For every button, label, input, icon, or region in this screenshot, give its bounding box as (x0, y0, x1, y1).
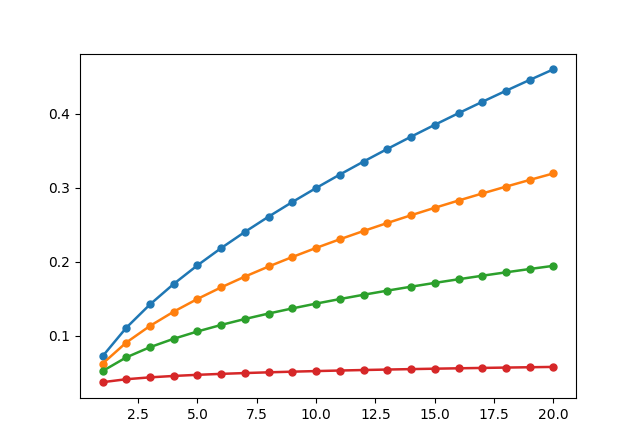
$\lambda = 1.2$ (170, 336, 177, 342)
$\lambda = 1.8$ (289, 369, 296, 374)
$\lambda = 0.1$ (383, 146, 391, 152)
$\lambda = 0.7$ (265, 264, 273, 269)
$\lambda = 1.8$ (194, 372, 202, 378)
$\lambda = 0.1$ (312, 186, 320, 191)
$\lambda = 0.7$ (550, 171, 557, 176)
$\lambda = 1.2$ (526, 266, 534, 272)
$\lambda = 0.7$ (241, 274, 249, 279)
$\lambda = 1.8$ (99, 380, 106, 385)
$\lambda = 0.1$ (431, 122, 438, 127)
$\lambda = 1.2$ (431, 280, 438, 286)
$\lambda = 1.2$ (360, 292, 367, 297)
$\lambda = 1.8$ (454, 366, 462, 371)
$\lambda = 0.7$ (122, 340, 130, 345)
$\lambda = 1.2$ (312, 301, 320, 306)
$\lambda = 0.1$ (122, 325, 130, 330)
Line: $\lambda = 1.2$: $\lambda = 1.2$ (99, 262, 557, 375)
$\lambda = 0.7$ (454, 198, 462, 203)
$\lambda = 0.7$ (479, 191, 486, 196)
$\lambda = 0.1$ (265, 214, 273, 219)
$\lambda = 1.2$ (218, 322, 225, 328)
$\lambda = 0.1$ (454, 110, 462, 116)
$\lambda = 0.1$ (502, 88, 510, 93)
Line: $\lambda = 1.8$: $\lambda = 1.8$ (99, 363, 557, 386)
$\lambda = 0.7$ (218, 285, 225, 290)
$\lambda = 0.1$ (407, 134, 415, 139)
$\lambda = 1.2$ (241, 316, 249, 322)
$\lambda = 0.7$ (407, 213, 415, 218)
$\lambda = 1.2$ (265, 311, 273, 316)
$\lambda = 0.7$ (502, 184, 510, 189)
$\lambda = 1.8$ (550, 364, 557, 370)
$\lambda = 1.2$ (336, 296, 344, 302)
$\lambda = 0.1$ (336, 172, 344, 177)
$\lambda = 0.7$ (383, 220, 391, 226)
$\lambda = 1.8$ (312, 368, 320, 374)
$\lambda = 1.2$ (383, 288, 391, 293)
$\lambda = 0.1$ (241, 229, 249, 235)
$\lambda = 1.8$ (170, 373, 177, 379)
$\lambda = 0.1$ (289, 199, 296, 205)
$\lambda = 0.1$ (550, 67, 557, 72)
$\lambda = 0.7$ (99, 361, 106, 367)
$\lambda = 0.1$ (479, 99, 486, 105)
$\lambda = 1.8$ (360, 367, 367, 373)
$\lambda = 1.8$ (479, 365, 486, 371)
$\lambda = 0.7$ (194, 296, 202, 302)
$\lambda = 1.8$ (431, 366, 438, 371)
$\lambda = 1.8$ (407, 367, 415, 372)
$\lambda = 1.2$ (454, 277, 462, 282)
$\lambda = 0.7$ (170, 309, 177, 314)
$\lambda = 0.7$ (336, 236, 344, 242)
$\lambda = 0.1$ (218, 245, 225, 251)
$\lambda = 1.8$ (241, 371, 249, 376)
$\lambda = 0.1$ (194, 263, 202, 268)
$\lambda = 1.8$ (218, 371, 225, 376)
$\lambda = 0.1$ (146, 302, 154, 307)
$\lambda = 0.7$ (360, 228, 367, 234)
$\lambda = 0.7$ (431, 205, 438, 211)
$\lambda = 1.2$ (194, 329, 202, 334)
$\lambda = 0.7$ (526, 177, 534, 183)
Line: $\lambda = 0.7$: $\lambda = 0.7$ (99, 170, 557, 367)
$\lambda = 0.7$ (312, 245, 320, 251)
$\lambda = 1.8$ (146, 375, 154, 380)
$\lambda = 1.8$ (526, 365, 534, 370)
Line: $\lambda = 0.1$: $\lambda = 0.1$ (99, 66, 557, 360)
$\lambda = 1.8$ (265, 370, 273, 375)
$\lambda = 1.2$ (550, 263, 557, 269)
$\lambda = 1.8$ (122, 376, 130, 382)
$\lambda = 1.2$ (479, 273, 486, 278)
$\lambda = 1.2$ (99, 368, 106, 374)
$\lambda = 0.1$ (170, 281, 177, 287)
$\lambda = 0.7$ (289, 254, 296, 260)
$\lambda = 1.8$ (502, 365, 510, 370)
$\lambda = 0.1$ (99, 354, 106, 359)
$\lambda = 0.7$ (146, 323, 154, 329)
$\lambda = 1.2$ (289, 306, 296, 311)
$\lambda = 1.2$ (502, 270, 510, 275)
$\lambda = 1.2$ (146, 345, 154, 350)
$\lambda = 0.1$ (526, 77, 534, 83)
$\lambda = 0.1$ (360, 159, 367, 164)
$\lambda = 1.8$ (383, 367, 391, 372)
$\lambda = 1.2$ (122, 354, 130, 360)
$\lambda = 1.8$ (336, 368, 344, 373)
$\lambda = 1.2$ (407, 284, 415, 289)
